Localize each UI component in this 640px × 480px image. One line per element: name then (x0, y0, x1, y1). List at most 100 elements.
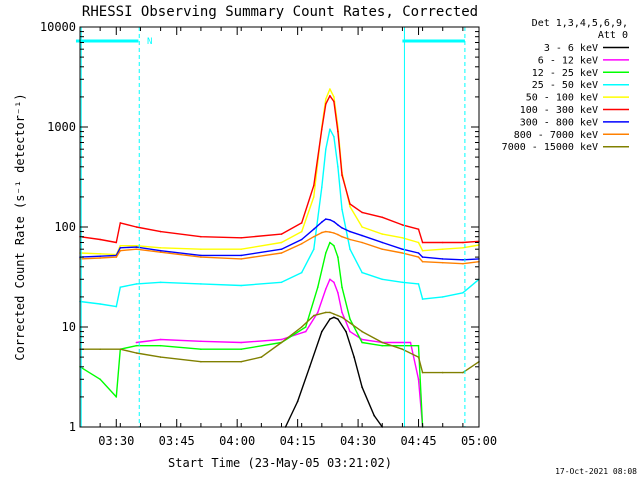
data-point (381, 344, 384, 347)
data-point (329, 318, 331, 320)
data-point (99, 303, 101, 305)
data-point (337, 314, 339, 317)
x-axis-label: Start Time (23-May-05 03:21:02) (168, 456, 392, 470)
data-point (159, 344, 162, 347)
data-point (325, 98, 327, 100)
data-point (325, 230, 327, 233)
series-5 (79, 95, 480, 244)
data-point (280, 281, 283, 284)
data-point (349, 205, 351, 208)
data-point (417, 252, 420, 254)
data-point (99, 257, 101, 259)
data-point (361, 386, 363, 389)
data-point (462, 259, 464, 261)
legend-label: 6 - 12 keV (538, 55, 598, 66)
data-point (341, 208, 343, 211)
data-point (421, 298, 424, 300)
data-point (296, 400, 299, 403)
data-point (333, 313, 335, 315)
data-point (361, 241, 363, 244)
data-point (313, 235, 315, 238)
data-point (333, 232, 335, 234)
y-axis-label: Corrected Count Rate (s⁻¹ detector⁻¹) (13, 93, 27, 360)
data-point (115, 256, 118, 258)
data-point (417, 356, 420, 358)
data-point (401, 224, 404, 226)
data-point (280, 241, 283, 244)
data-point (409, 341, 412, 344)
data-point (417, 378, 420, 381)
data-point (300, 222, 303, 224)
data-point (417, 228, 420, 230)
data-point (333, 96, 335, 98)
series-2 (79, 241, 424, 428)
data-point (361, 338, 363, 341)
data-point (349, 318, 351, 320)
data-point (341, 235, 343, 238)
data-point (325, 288, 327, 290)
data-point (99, 378, 101, 381)
data-point (313, 314, 315, 317)
data-point (381, 278, 384, 281)
data-point (462, 241, 464, 244)
data-point (300, 238, 303, 241)
data-point (441, 296, 444, 298)
x-tick-label: 04:45 (400, 434, 436, 448)
data-point (441, 371, 444, 374)
data-point (333, 220, 335, 223)
data-point (115, 305, 118, 308)
plot-series (79, 88, 480, 428)
series-line (79, 128, 480, 308)
data-point (200, 283, 202, 285)
data-point (240, 348, 242, 351)
y-axis: 1 10 100 1000 10000 (40, 20, 479, 434)
data-point (99, 348, 101, 351)
data-point (341, 286, 343, 289)
data-point (381, 248, 384, 250)
data-point (329, 88, 331, 90)
data-point (321, 221, 323, 223)
data-point (333, 281, 335, 284)
detector-note-line-2: Att 0 (598, 30, 628, 41)
data-point (119, 222, 122, 224)
data-point (361, 211, 363, 214)
data-point (200, 348, 202, 351)
series-8 (79, 311, 480, 374)
data-point (159, 356, 162, 358)
data-point (421, 241, 424, 244)
y-tick-label: 1 (69, 420, 76, 434)
data-point (361, 226, 363, 228)
data-point (421, 371, 424, 374)
data-point (421, 249, 424, 252)
data-point (99, 255, 101, 257)
data-point (321, 186, 323, 188)
data-point (300, 271, 303, 274)
data-point (159, 281, 162, 284)
data-point (115, 241, 118, 244)
data-point (462, 292, 464, 294)
data-point (329, 219, 331, 221)
data-point (200, 340, 202, 343)
data-point (337, 224, 339, 226)
data-point (337, 233, 339, 236)
x-tick-label: 04:00 (219, 434, 255, 448)
data-point (401, 252, 404, 254)
series-line (284, 316, 383, 428)
data-point (159, 338, 162, 341)
data-point (200, 248, 202, 250)
series-line (79, 230, 480, 265)
night-marker: N (147, 37, 152, 47)
data-point (341, 227, 343, 229)
data-point (240, 284, 242, 287)
data-point (349, 322, 351, 324)
legend-label: 800 - 7000 keV (514, 130, 598, 141)
data-point (119, 286, 122, 289)
data-point (119, 247, 122, 249)
data-point (381, 341, 384, 344)
detector-note-line-1: Det 1,3,4,5,6,9, (532, 18, 628, 29)
footer-date: 17-Oct-2021 08:08 (555, 467, 637, 476)
data-point (333, 100, 335, 103)
data-point (337, 292, 339, 294)
data-point (280, 252, 283, 254)
